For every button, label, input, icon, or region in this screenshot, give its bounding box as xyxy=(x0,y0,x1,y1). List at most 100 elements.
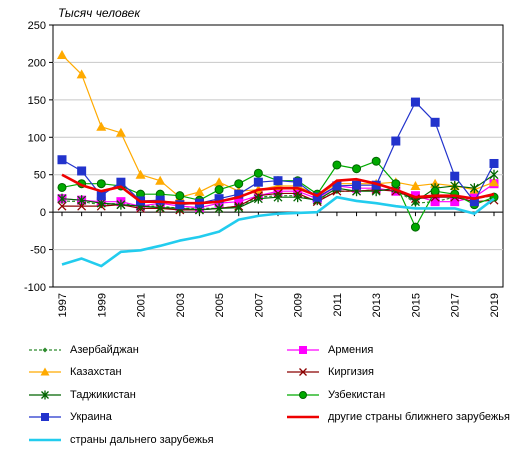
data-point xyxy=(234,202,244,213)
series-line xyxy=(61,195,495,268)
data-point xyxy=(234,179,244,189)
data-point xyxy=(214,203,224,214)
data-point xyxy=(469,183,479,194)
data-point xyxy=(299,391,307,399)
series-7 xyxy=(61,173,495,205)
legend-swatch xyxy=(287,346,319,354)
data-point xyxy=(57,155,67,165)
plot-area xyxy=(52,24,504,288)
data-point xyxy=(430,186,440,196)
data-point xyxy=(312,192,322,202)
legend-item: Таджикистан xyxy=(28,387,136,403)
x-tick-label: 2011 xyxy=(332,293,344,317)
legend-item: Украина xyxy=(28,409,112,425)
data-point xyxy=(57,201,67,211)
data-point xyxy=(96,121,107,131)
data-point xyxy=(332,160,342,170)
legend-swatch xyxy=(29,413,61,421)
legend-label: Армения xyxy=(328,344,374,356)
data-point xyxy=(96,191,106,201)
data-point xyxy=(116,199,126,210)
legend-item: страны дальнего зарубежья xyxy=(28,432,214,448)
y-tick-label: 100 xyxy=(28,132,46,144)
series-8 xyxy=(61,195,495,268)
x-tick-label: 1999 xyxy=(96,293,108,317)
data-point xyxy=(40,367,50,376)
y-tick-label: 50 xyxy=(34,170,46,182)
x-tick-label: 2007 xyxy=(253,293,265,317)
chart: -100 -50 0 50 100 150 200 250 1997 1999 2001 2003 20… xyxy=(24,20,504,317)
legend-swatch xyxy=(287,415,319,419)
data-point xyxy=(450,197,460,207)
data-point xyxy=(214,177,225,187)
data-point xyxy=(253,177,263,187)
legend-swatch xyxy=(29,367,61,376)
data-point xyxy=(273,176,283,186)
data-point xyxy=(175,200,185,210)
data-point xyxy=(214,185,224,195)
data-point xyxy=(352,164,362,174)
y-tick-label: 200 xyxy=(28,57,46,69)
y-tick-label: 250 xyxy=(28,20,46,32)
data-point xyxy=(194,186,205,196)
data-point xyxy=(371,156,381,166)
data-point xyxy=(41,390,49,400)
legend-item: Азербайджан xyxy=(28,342,139,358)
legend-swatch xyxy=(29,438,61,442)
data-point xyxy=(155,175,166,185)
data-point xyxy=(57,193,67,204)
x-tick-label: 2001 xyxy=(136,293,148,317)
data-point xyxy=(175,191,185,201)
legend-label: Азербайджан xyxy=(70,344,139,356)
y-tick-label: 0 xyxy=(40,207,46,219)
x-tick-label: 2017 xyxy=(450,293,462,317)
y-tick-label: -100 xyxy=(24,282,46,294)
data-point xyxy=(430,117,440,127)
data-point xyxy=(299,346,307,354)
series-6 xyxy=(57,97,499,210)
legend: Азербайджан Армения Казахстан Киргизия Таджи… xyxy=(0,340,517,458)
data-point xyxy=(293,177,303,187)
legend-swatch xyxy=(29,347,61,353)
data-point xyxy=(57,49,67,59)
data-point xyxy=(489,169,499,180)
legend-item: Киргизия xyxy=(286,364,374,380)
data-point xyxy=(391,136,401,146)
data-point xyxy=(410,222,420,232)
x-tick-label: 1997 xyxy=(57,293,69,317)
data-point xyxy=(115,127,126,137)
legend-label: Киргизия xyxy=(328,366,374,378)
series-line xyxy=(61,173,495,205)
data-point xyxy=(299,368,307,376)
x-tick-label: 2013 xyxy=(371,293,383,317)
legend-swatch xyxy=(287,368,319,376)
data-point xyxy=(450,180,460,191)
legend-label: страны дальнего зарубежья xyxy=(70,434,214,446)
data-point xyxy=(253,168,263,178)
data-point xyxy=(42,347,48,353)
legend-item: другие страны ближнего зарубежья xyxy=(286,409,510,425)
data-point xyxy=(135,169,146,179)
data-point xyxy=(77,195,87,206)
data-point xyxy=(41,413,49,421)
legend-item: Узбекистан xyxy=(286,387,385,403)
data-point-stroke xyxy=(57,201,67,211)
data-point xyxy=(77,166,87,176)
data-point xyxy=(430,197,440,207)
data-point xyxy=(293,192,303,203)
x-tick-label: 2003 xyxy=(175,293,187,317)
data-point xyxy=(489,177,499,187)
legend-swatch xyxy=(287,391,319,399)
x-tick-label: 2005 xyxy=(214,293,226,317)
legend-label: Казахстан xyxy=(70,366,122,378)
legend-item: Армения xyxy=(286,342,373,358)
data-point xyxy=(410,97,420,107)
legend-swatch xyxy=(29,390,61,400)
data-point xyxy=(273,192,283,203)
x-tick-label: 2015 xyxy=(410,293,422,317)
legend-label: Узбекистан xyxy=(328,389,386,401)
y-tick-label: 150 xyxy=(28,95,46,107)
data-point xyxy=(57,182,67,192)
data-point xyxy=(450,171,460,181)
data-point xyxy=(76,69,87,79)
